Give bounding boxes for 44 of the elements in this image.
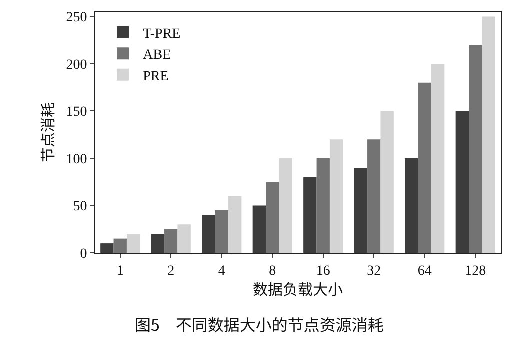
y-tick-label: 50 bbox=[73, 200, 88, 215]
bar bbox=[304, 177, 317, 253]
y-axis-title: 节点消耗 bbox=[37, 102, 58, 163]
bar bbox=[114, 238, 127, 253]
bar bbox=[266, 182, 280, 253]
x-tick-label: 8 bbox=[269, 264, 276, 279]
bar bbox=[151, 234, 165, 253]
x-axis-title: 数据负载大小 bbox=[252, 278, 344, 300]
bar bbox=[316, 158, 330, 253]
bar bbox=[405, 158, 418, 253]
y-tick-label: 100 bbox=[66, 152, 88, 168]
legend-label: T-PRE bbox=[143, 26, 181, 42]
bar bbox=[380, 111, 394, 253]
y-tick-label: 250 bbox=[66, 10, 88, 26]
bar bbox=[252, 206, 266, 253]
x-tick-label: 128 bbox=[465, 264, 486, 279]
text: 图5 不同数据大小的节点资源消耗 bbox=[135, 312, 384, 336]
bar bbox=[215, 210, 228, 253]
bar bbox=[482, 16, 496, 253]
x-tick-label: 2 bbox=[168, 264, 175, 279]
y-tick-label: 150 bbox=[66, 105, 88, 120]
bar bbox=[202, 215, 216, 253]
bar bbox=[228, 196, 242, 253]
bar bbox=[126, 234, 140, 253]
bar bbox=[330, 140, 344, 253]
x-tick-label: 32 bbox=[367, 264, 382, 279]
bar bbox=[354, 168, 368, 253]
x-tick-label: 64 bbox=[418, 264, 432, 279]
bar bbox=[456, 111, 470, 253]
bar bbox=[279, 158, 292, 253]
bar bbox=[431, 64, 445, 253]
x-tick-label: 4 bbox=[218, 264, 226, 279]
bar bbox=[368, 140, 381, 253]
bar bbox=[164, 229, 178, 253]
bar bbox=[100, 244, 114, 253]
legend-label: PRE bbox=[143, 69, 169, 84]
x-tick-label: 1 bbox=[116, 264, 124, 279]
bar bbox=[469, 45, 482, 253]
bar bbox=[418, 82, 432, 253]
x-tick-label: 16 bbox=[316, 264, 330, 279]
y-tick-label: 0 bbox=[80, 246, 88, 262]
bar bbox=[178, 224, 191, 253]
y-tick-label: 200 bbox=[66, 58, 88, 73]
legend-label: ABE bbox=[143, 48, 172, 64]
